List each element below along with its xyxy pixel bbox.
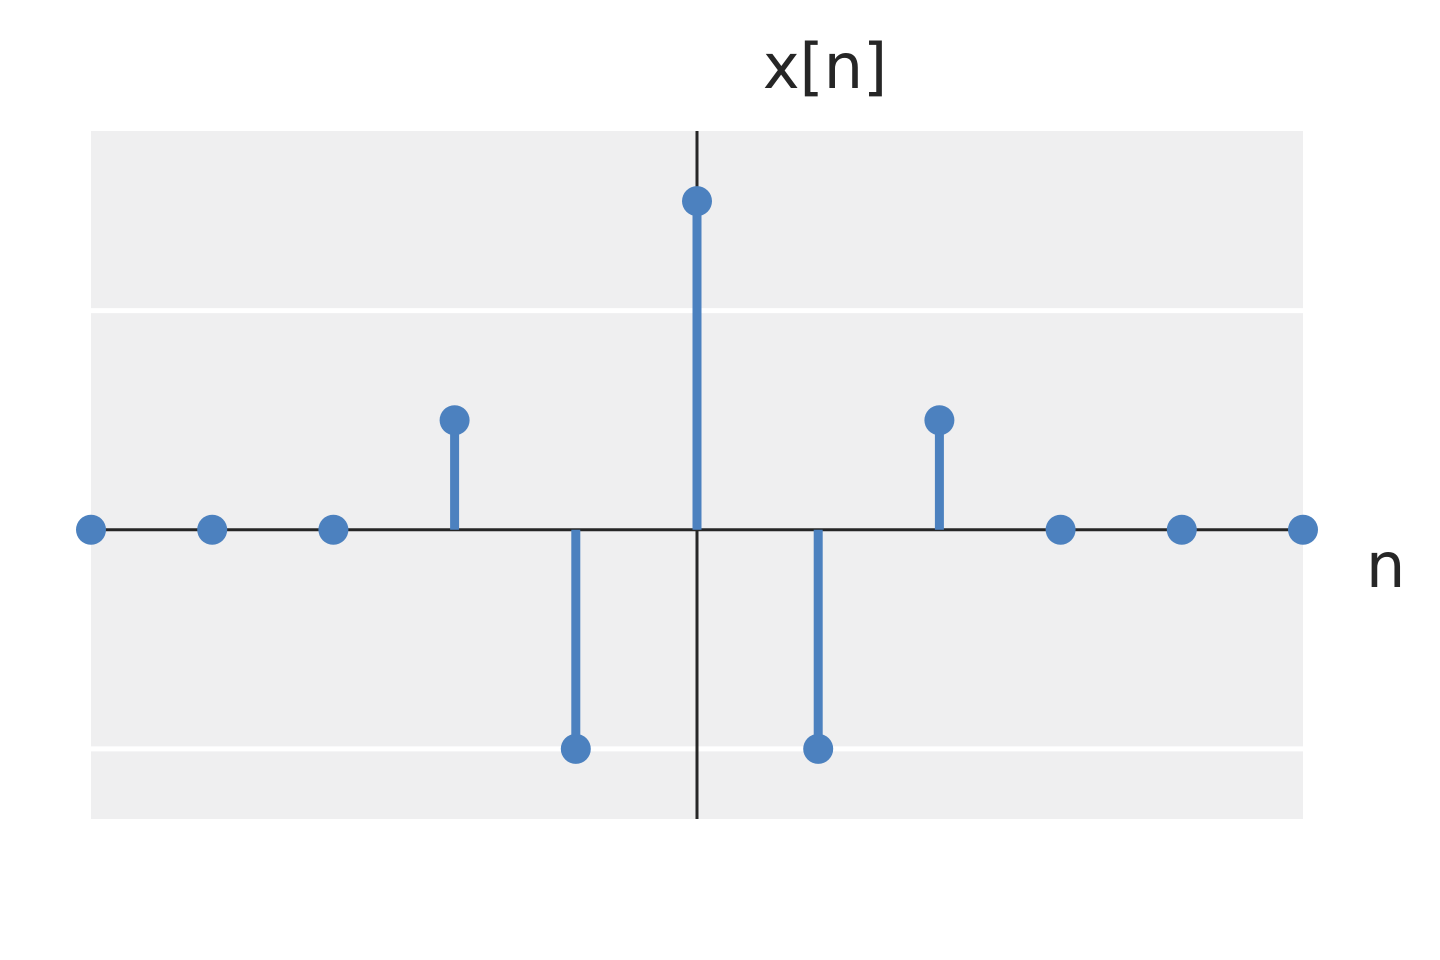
stem-marker: [1166, 514, 1197, 545]
stem-series: [76, 186, 1318, 764]
stem-marker: [1288, 514, 1318, 545]
stem-marker: [560, 733, 591, 764]
stem-marker: [76, 514, 106, 545]
y-axis-label: x[n]: [763, 30, 887, 103]
stem-marker: [1045, 514, 1076, 545]
stem-marker: [197, 514, 228, 545]
stem-marker: [924, 405, 955, 436]
stem-marker: [439, 405, 470, 436]
stem-marker: [682, 186, 712, 217]
stem-marker: [803, 733, 834, 764]
stem-marker: [318, 514, 349, 545]
x-axis-label: n: [1366, 529, 1405, 602]
